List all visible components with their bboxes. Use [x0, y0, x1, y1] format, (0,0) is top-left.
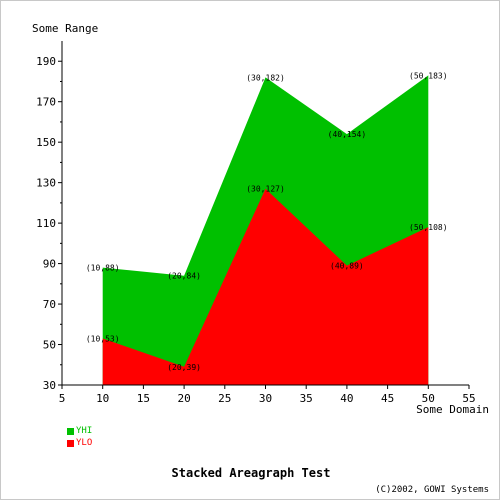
y-tick-label-170: 170: [36, 96, 56, 109]
data-label-ylo-20: (20,39): [167, 363, 201, 372]
chart-title: Stacked Areagraph Test: [171, 466, 331, 480]
legend-item-ylo: YLO: [67, 437, 92, 449]
legend-swatch-ylo: [67, 439, 74, 447]
data-label-yhi-30: (30,182): [246, 73, 285, 82]
data-label-ylo-30: (30,127): [246, 185, 285, 194]
data-label-ylo-40: (40,89): [330, 262, 364, 271]
x-tick-label-55: 55: [462, 392, 475, 405]
data-label-ylo-50: (50,108): [409, 223, 448, 232]
y-tick-label-150: 150: [36, 136, 56, 149]
x-axis-label: Some Domain: [416, 403, 489, 416]
y-tick-label-50: 50: [43, 339, 56, 352]
x-tick-label-45: 45: [381, 392, 394, 405]
x-tick-label-50: 50: [422, 392, 435, 405]
data-label-ylo-10: (10,53): [86, 334, 120, 343]
legend-label-ylo: YLO: [76, 438, 93, 448]
y-tick-label-70: 70: [43, 298, 56, 311]
credit-text: (C)2002, GOWI Systems: [375, 485, 489, 495]
legend-label-yhi: YHI: [76, 426, 93, 436]
x-tick-label-30: 30: [259, 392, 272, 405]
y-axis-label: Some Range: [32, 22, 99, 35]
x-tick-label-25: 25: [218, 392, 231, 405]
data-label-yhi-40: (40,154): [328, 130, 367, 139]
data-label-yhi-10: (10,88): [86, 264, 120, 273]
x-tick-label-5: 5: [59, 392, 66, 405]
x-tick-label-35: 35: [300, 392, 313, 405]
legend: YHI YLO: [67, 425, 92, 449]
area-ylo: [102, 188, 429, 385]
y-tick-label-130: 130: [36, 177, 56, 190]
x-tick-label-15: 15: [137, 392, 150, 405]
data-label-yhi-20: (20,84): [167, 272, 201, 281]
legend-item-yhi: YHI: [67, 425, 92, 437]
y-tick-label-90: 90: [43, 258, 56, 271]
x-tick-label-20: 20: [177, 392, 190, 405]
data-label-yhi-50: (50,183): [409, 71, 448, 80]
x-tick-label-10: 10: [96, 392, 109, 405]
y-tick-label-30: 30: [43, 379, 56, 392]
y-tick-label-110: 110: [36, 217, 56, 230]
y-tick-label-190: 190: [36, 55, 56, 68]
legend-swatch-yhi: [67, 427, 74, 435]
x-tick-label-40: 40: [340, 392, 353, 405]
